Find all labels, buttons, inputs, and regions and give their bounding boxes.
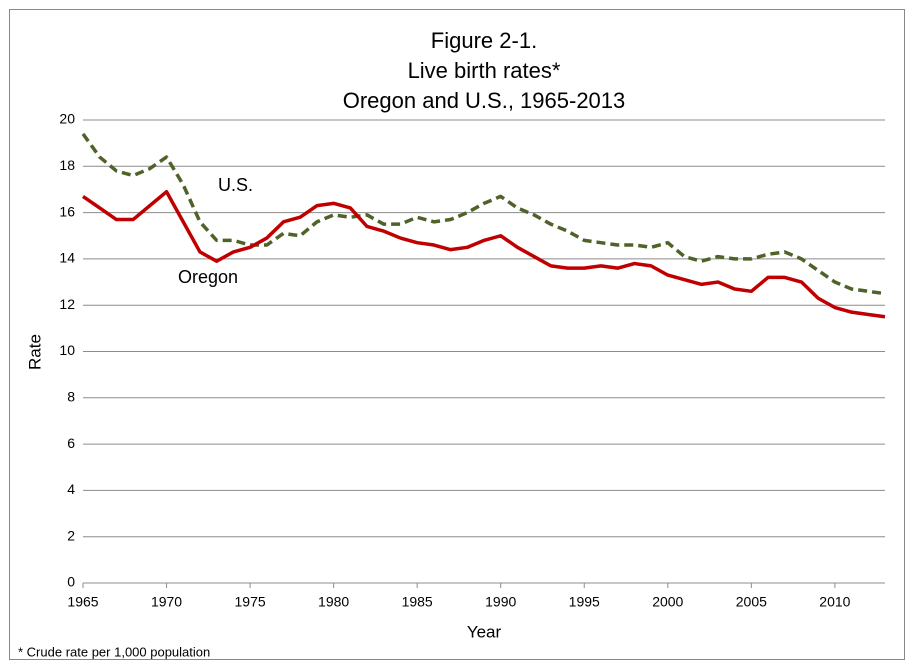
y-tick-label: 14 <box>59 250 75 266</box>
y-tick-label: 0 <box>67 574 75 590</box>
y-axis-label: Rate <box>25 334 44 370</box>
x-tick-label: 2010 <box>819 594 850 610</box>
y-tick-label: 8 <box>67 389 75 405</box>
y-tick-label: 16 <box>59 203 75 219</box>
x-tick-label: 1980 <box>318 594 349 610</box>
chart-frame <box>9 9 905 660</box>
x-tick-label: 2005 <box>736 594 767 610</box>
y-tick-label: 10 <box>59 342 75 358</box>
y-tick-label: 18 <box>59 157 75 173</box>
series-label: Oregon <box>178 267 238 287</box>
chart-title: Live birth rates* <box>408 58 561 83</box>
y-tick-label: 6 <box>67 435 75 451</box>
x-tick-label: 1985 <box>402 594 433 610</box>
y-tick-label: 4 <box>67 481 75 497</box>
x-tick-label: 1995 <box>569 594 600 610</box>
x-tick-label: 1970 <box>151 594 182 610</box>
chart-title: Figure 2-1. <box>431 28 537 53</box>
x-tick-label: 1965 <box>67 594 98 610</box>
x-tick-label: 1975 <box>235 594 266 610</box>
series-line <box>81 132 886 296</box>
x-tick-label: 2000 <box>652 594 683 610</box>
footnote: * Crude rate per 1,000 population <box>18 644 210 659</box>
x-tick-label: 1990 <box>485 594 516 610</box>
x-axis-label: Year <box>467 622 502 641</box>
chart-title: Oregon and U.S., 1965-2013 <box>343 88 626 113</box>
series-label: U.S. <box>218 175 253 195</box>
series-line <box>82 190 886 319</box>
y-tick-label: 12 <box>59 296 75 312</box>
y-tick-label: 2 <box>67 527 75 543</box>
y-tick-label: 20 <box>59 111 75 127</box>
